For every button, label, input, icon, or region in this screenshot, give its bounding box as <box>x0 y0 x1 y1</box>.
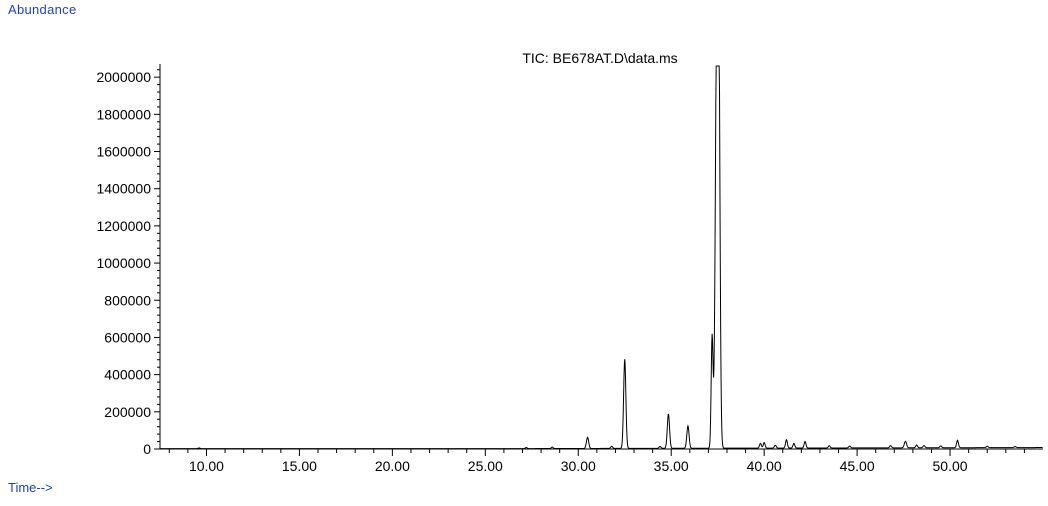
x-tick-label: 40.00 <box>747 458 782 474</box>
y-tick-label: 1800000 <box>96 106 151 122</box>
chart-title: TIC: BE678AT.D\data.ms <box>522 50 677 66</box>
y-tick-label: 1000000 <box>96 255 151 271</box>
y-tick-label: 1400000 <box>96 181 151 197</box>
y-tick-label: 600000 <box>104 329 151 345</box>
y-tick-label: 1200000 <box>96 218 151 234</box>
tic-series-line <box>160 65 1043 450</box>
y-tick-label: 800000 <box>104 292 151 308</box>
x-tick-label: 15.00 <box>282 458 317 474</box>
axes <box>159 64 1043 450</box>
series <box>160 65 1043 450</box>
ticks: 0 200000 400000 600000 800000 1000000 1200000 1… <box>96 69 1025 474</box>
y-tick-label: 200000 <box>104 404 151 420</box>
x-tick-label: 45.00 <box>840 458 875 474</box>
y-tick-label: 1600000 <box>96 144 151 160</box>
x-axis-label: Time--> <box>8 480 53 495</box>
x-tick-label: 30.00 <box>561 458 596 474</box>
x-tick-label: 50.00 <box>933 458 968 474</box>
y-tick-label: 0 <box>143 441 151 457</box>
x-tick-label: 10.00 <box>189 458 224 474</box>
y-axis-label: Abundance <box>8 2 77 17</box>
x-tick-label: 25.00 <box>468 458 503 474</box>
y-tick-label: 400000 <box>104 367 151 383</box>
x-tick-label: 20.00 <box>375 458 410 474</box>
y-tick-label: 2000000 <box>96 69 151 85</box>
x-tick-label: 35.00 <box>654 458 689 474</box>
